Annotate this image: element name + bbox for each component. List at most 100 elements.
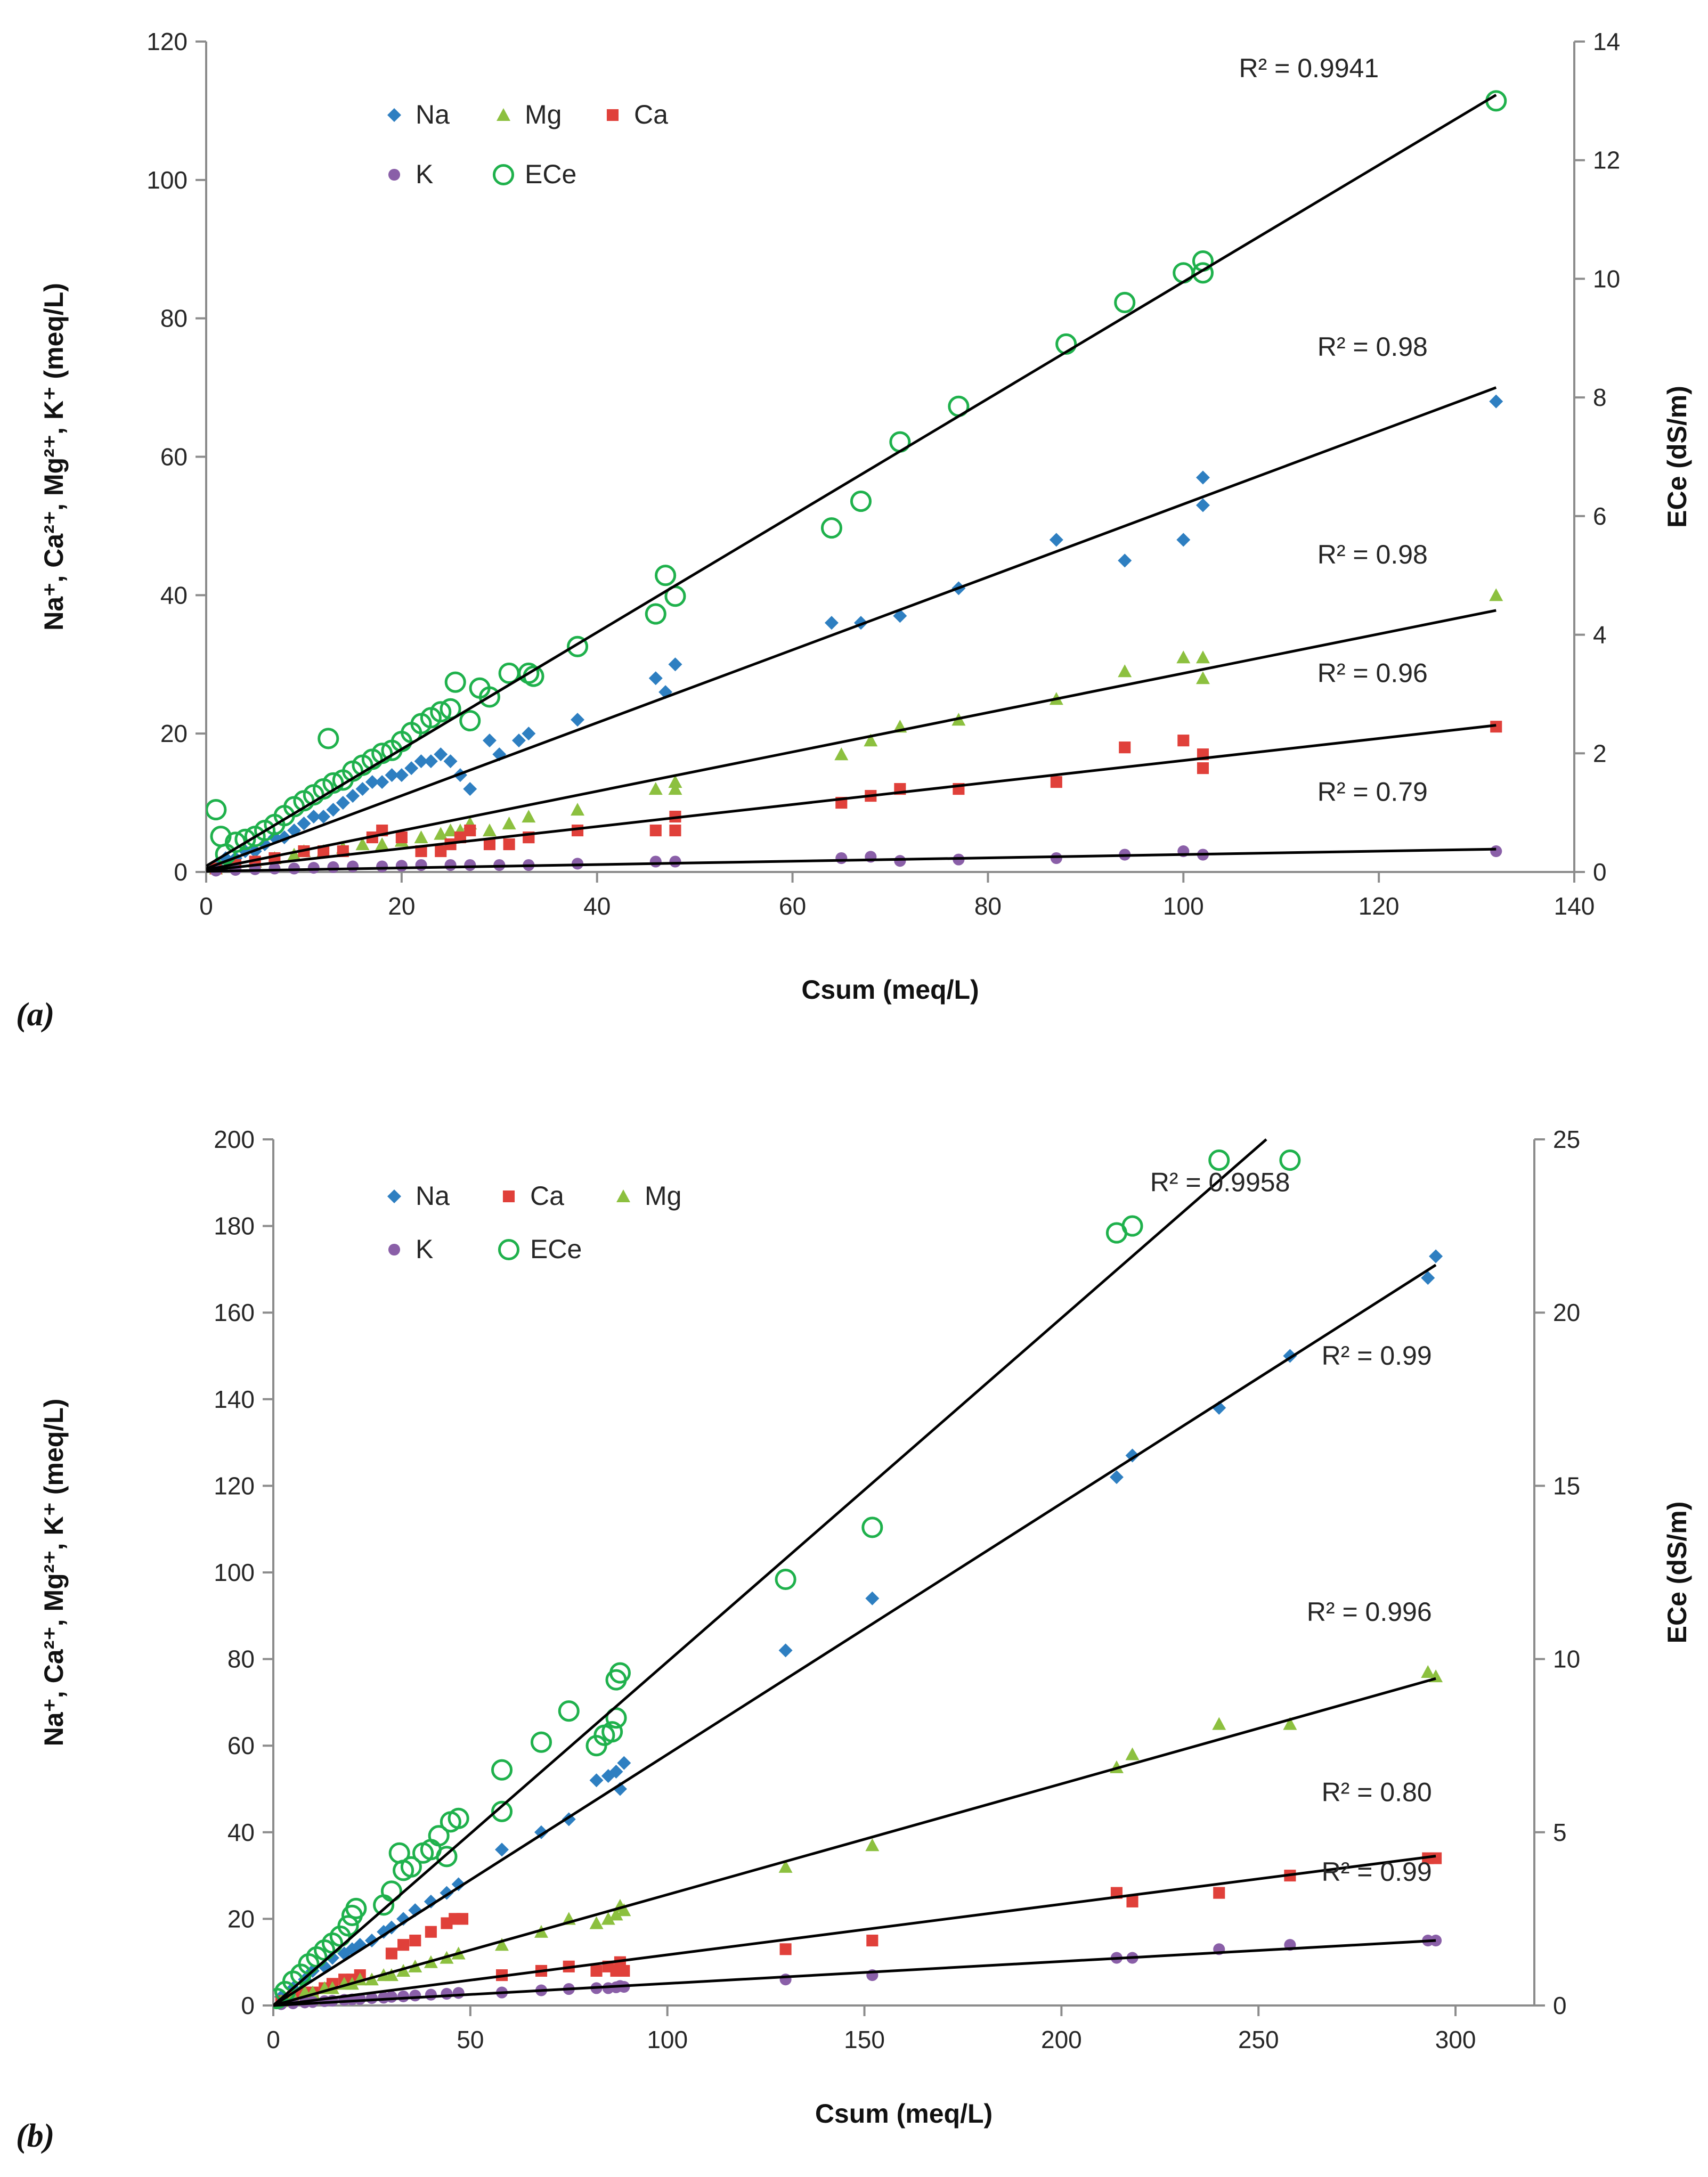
data-point-na [424,754,438,769]
data-point-k [385,1991,397,2003]
data-point-na [482,733,497,748]
data-point-ece [380,1880,402,1902]
data-point-ca [425,1926,437,1938]
data-point-na [865,1591,880,1605]
data-point-ca [483,838,495,851]
trendline-na [273,1263,1437,2007]
data-point-na [1109,1470,1124,1485]
data-point-ca [457,1913,469,1925]
x-tick-label: 100 [647,2026,688,2053]
y-axis-label: Na⁺, Ca²⁺, Mg²⁺, K⁺ (meq/L) [39,1399,69,1747]
y2-tick-label: 2 [1593,739,1607,767]
data-point-k [1050,852,1062,865]
data-point-ece [491,1800,513,1822]
data-point-ece [558,1700,580,1722]
data-point-ece [459,710,481,732]
data-point-ca [590,1964,603,1977]
data-point-na [1195,498,1210,512]
x-tick-label: 40 [583,892,611,920]
data-point-ca [503,838,515,851]
data-point-na [1421,1271,1435,1285]
x-tick-label: 120 [1359,892,1400,920]
data-point-na [1049,533,1063,547]
legend-marker-k [388,1243,401,1256]
y2-tick-label: 0 [1593,858,1607,886]
data-point-mg [502,817,516,830]
legend-marker-na [387,1189,401,1203]
y-tick-label: 80 [160,305,188,332]
data-point-ece [645,603,666,625]
data-point-mg [778,1860,793,1873]
data-point-ece [1208,1149,1230,1171]
data-point-mg [396,1963,411,1977]
y-axis-label: Na⁺, Ca²⁺, Mg²⁺, K⁺ (meq/L) [39,283,69,631]
data-point-na [571,713,585,727]
legend-label-mg: Mg [525,100,562,129]
legend: Na Ca Mg K ECe [387,1181,681,1264]
x-tick-label: 150 [844,2026,885,2053]
data-point-mg [609,1907,623,1921]
data-point-na [424,1894,438,1909]
data-point-ece [601,1721,623,1743]
data-point-mg [864,733,878,747]
data-point-na [648,671,663,686]
legend-label-ca: Ca [530,1181,564,1211]
data-point-na [325,1951,339,1965]
data-point-ece [444,671,466,693]
y-tick-label: 40 [227,1819,255,1846]
legend-marker-na [387,108,401,122]
legend-marker-ece [492,164,515,186]
trendline-ca [206,724,1496,872]
data-point-ca [1050,776,1062,788]
data-point-k [835,852,848,865]
x-tick-label: 20 [388,892,415,920]
y2-tick-label: 12 [1593,146,1620,174]
data-point-ece [609,1662,631,1684]
data-point-na [355,782,370,796]
data-point-ece [478,686,500,708]
y2-tick-label: 10 [1593,265,1620,292]
y2-tick-label: 20 [1553,1299,1580,1326]
trendline-ece [206,94,1497,868]
y-tick-label: 140 [214,1385,255,1413]
data-point-k [307,862,320,874]
plot-area [206,90,1507,877]
data-point-na [336,796,350,810]
y2-tick-label: 10 [1553,1645,1580,1673]
data-point-ca [435,845,447,858]
legend-label-na: Na [416,1181,450,1211]
data-point-k [649,855,662,868]
data-point-na [414,754,428,769]
y-tick-label: 0 [241,1992,255,2019]
data-point-na [1118,553,1132,568]
data-point-ca [618,1964,630,1977]
data-point-mg [375,837,389,851]
data-point-ece [530,1731,552,1753]
data-point-ece [1279,1149,1301,1171]
data-point-na [385,768,399,782]
legend-marker-ca [606,109,619,121]
data-point-mg [1212,1717,1226,1730]
data-point-mg [482,823,497,837]
data-point-ca [669,825,681,837]
r2-label-ca: R² = 0.96 [1317,658,1428,688]
r2-label-k: R² = 0.79 [1317,777,1428,806]
legend-label-mg: Mg [645,1181,681,1211]
y-tick-label: 200 [214,1126,255,1153]
legend-marker-ca [502,1190,515,1203]
data-point-k [441,1987,453,2000]
series-na [274,1249,1443,2004]
y2-tick-label: 15 [1553,1472,1580,1499]
data-point-ece [566,635,589,657]
r2-label-mg: R² = 0.98 [1317,540,1428,569]
data-point-na [463,782,477,796]
data-point-ece [436,1846,458,1868]
x-tick-label: 250 [1238,2026,1279,2053]
data-point-na [522,727,536,741]
data-point-ece [605,1707,627,1729]
chart-panel-b: 0 50 100 150 200 250 3000204060801001201401601… [16,1126,1692,2154]
x-axis-label: Csum (meq/L) [801,975,979,1005]
x-tick-label: 200 [1041,2026,1082,2053]
x-tick-label: 300 [1435,2026,1476,2053]
